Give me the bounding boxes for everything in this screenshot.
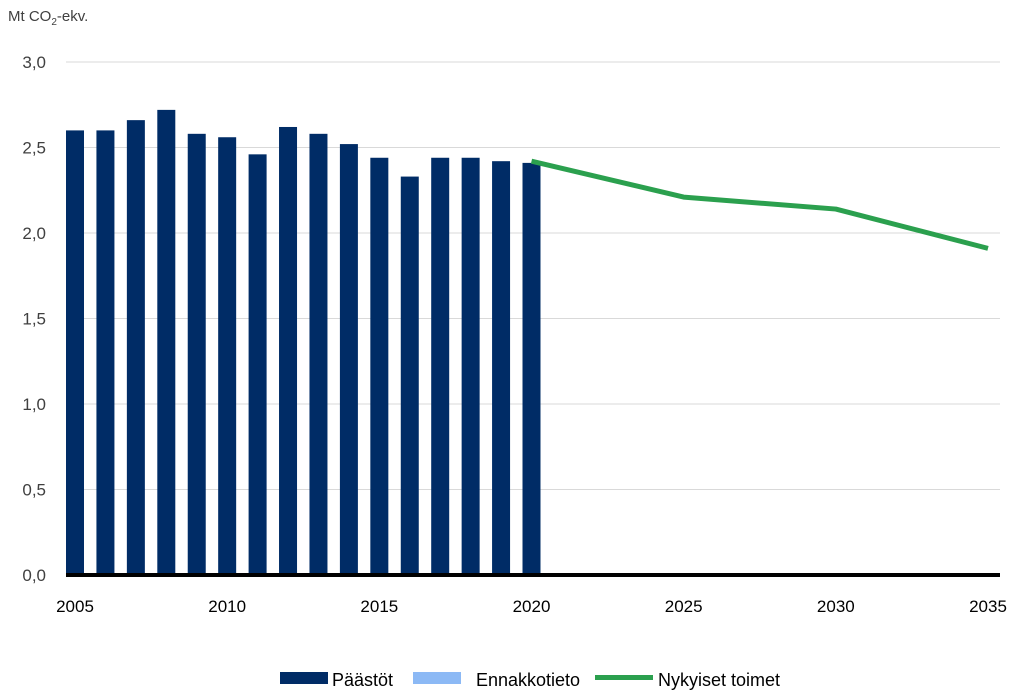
x-tick-label: 2015 [360,597,398,616]
bars [66,109,541,576]
legend-label: Päästöt [332,670,393,690]
bar [66,130,84,575]
legend-swatch [280,672,328,684]
bar [309,133,328,575]
y-tick-label: 0,0 [22,566,46,585]
y-tick-label: 2,5 [22,139,46,158]
bar [218,137,237,576]
y-tick-label: 1,5 [22,310,46,329]
legend-label: Nykyiset toimet [658,670,780,690]
y-tick-label: 1,0 [22,395,46,414]
x-tick-label: 2020 [513,597,551,616]
legend: Päästöt Ennakkotieto Nykyiset toimet [280,670,780,690]
y-axis-ticks: 0,0 0,5 1,0 1,5 2,0 2,5 3,0 [22,53,46,585]
bar [157,109,176,575]
bar [339,144,358,575]
legend-swatch [413,672,461,684]
bar [370,157,389,575]
x-tick-label: 2010 [208,597,246,616]
x-tick-label: 2005 [56,597,94,616]
x-tick-label: 2030 [817,597,855,616]
legend-label: Ennakkotieto [476,670,580,690]
y-axis-unit-label: Mt CO2-ekv. [8,8,89,28]
bar [96,130,115,575]
projection-line [530,158,989,251]
bar [492,161,511,575]
bar [248,154,267,575]
bar [126,120,145,575]
x-tick-label: 2035 [969,597,1007,616]
y-tick-label: 2,0 [22,224,46,243]
bar [522,162,541,575]
bar [461,157,480,575]
y-tick-label: 3,0 [22,53,46,72]
y-tick-label: 0,5 [22,481,46,500]
x-tick-label: 2025 [665,597,703,616]
series-line [530,158,989,251]
legend-swatch [595,675,653,680]
bar [431,157,450,575]
bar [400,176,419,575]
x-axis-ticks: 2005 2010 2015 2020 2025 2030 2035 [56,597,1007,616]
bar [279,126,298,575]
bar [187,133,206,575]
